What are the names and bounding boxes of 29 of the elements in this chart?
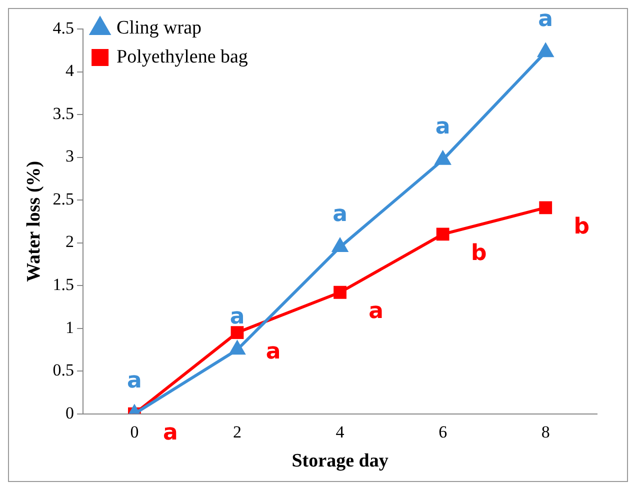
y-tick-label: 3.5 xyxy=(52,104,74,123)
x-axis-title: Storage day xyxy=(292,450,389,472)
y-tick-label: 2.5 xyxy=(52,189,74,208)
legend-label: Cling wrap xyxy=(116,17,202,38)
y-tick-label: 4 xyxy=(66,61,75,80)
annotation: a xyxy=(266,339,281,364)
y-tick-label: 2 xyxy=(66,232,74,252)
x-tick-label: 8 xyxy=(541,422,550,442)
y-tick-label: 1 xyxy=(66,318,74,337)
legend-label: Polyethylene bag xyxy=(116,46,248,68)
annotation: a xyxy=(163,420,178,446)
x-tick-label: 0 xyxy=(130,422,139,442)
y-axis-title: Water loss (%) xyxy=(23,160,44,282)
annotation: a xyxy=(230,304,245,330)
x-tick-label: 6 xyxy=(438,422,448,442)
annotation: b xyxy=(574,214,590,240)
annotation: a xyxy=(435,114,450,140)
annotation: a xyxy=(332,202,348,227)
annotation: a xyxy=(127,368,142,394)
annotation: a xyxy=(368,299,384,324)
y-tick-label: 0 xyxy=(66,403,74,422)
y-tick-label: 4.5 xyxy=(52,18,74,38)
y-tick-label: 0.5 xyxy=(52,360,74,380)
y-tick-label: 3 xyxy=(66,146,74,166)
y-tick-label: 1.5 xyxy=(52,275,74,294)
annotation: a xyxy=(538,6,554,32)
annotation: b xyxy=(470,240,487,266)
x-tick-label: 4 xyxy=(336,422,345,442)
x-tick-label: 2 xyxy=(232,422,242,442)
